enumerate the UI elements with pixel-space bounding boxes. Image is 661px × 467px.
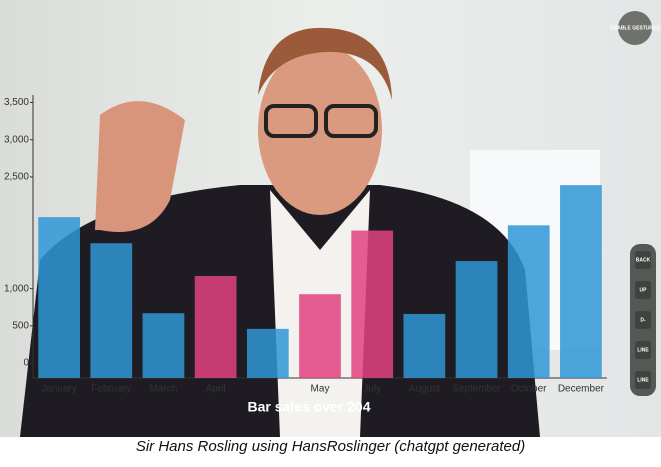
y-tick-label: 3,000 — [4, 134, 29, 145]
bar — [299, 294, 341, 378]
x-tick-label: December — [558, 384, 605, 395]
control-button-label[interactable]: LINE — [637, 347, 649, 353]
gesture-button-label[interactable]: ENABLE GESTURES — [610, 25, 660, 31]
bar — [455, 261, 498, 378]
x-tick-label: July — [363, 384, 381, 395]
y-tick-label: 3,500 — [4, 97, 29, 108]
control-button[interactable] — [635, 341, 651, 359]
bar — [38, 217, 80, 378]
y-tick-label: 0 — [23, 358, 29, 369]
x-tick-label: May — [311, 384, 330, 395]
bar — [142, 313, 185, 378]
control-button[interactable] — [635, 281, 651, 299]
hair — [258, 27, 392, 100]
y-tick-label: 500 — [12, 321, 29, 332]
gesture-button[interactable] — [618, 11, 652, 45]
y-tick-label: 1,000 — [4, 283, 29, 294]
x-tick-label: February — [91, 384, 131, 395]
bar — [560, 185, 602, 378]
bar — [403, 313, 446, 378]
x-tick-label: March — [150, 384, 178, 395]
bar — [90, 243, 133, 378]
control-button-label[interactable]: BACK — [636, 257, 651, 263]
x-tick-label: September — [452, 384, 502, 395]
control-button[interactable] — [635, 371, 651, 389]
bar — [246, 328, 289, 378]
control-button-label[interactable]: D- — [640, 317, 646, 323]
y-tick-label: 2,500 — [4, 172, 29, 183]
x-tick-label: October — [511, 384, 547, 395]
x-tick-label: August — [409, 384, 440, 395]
screen: Bar sales over 204 ENABLE GESTURES 0 500 1… — [0, 0, 661, 437]
glasses — [264, 104, 318, 138]
x-tick-label: April — [206, 384, 226, 395]
head — [258, 45, 382, 215]
control-button[interactable] — [635, 311, 651, 329]
control-button-label[interactable]: UP — [640, 287, 648, 293]
fist — [95, 101, 185, 233]
x-tick-label: January — [41, 384, 77, 395]
caption: Sir Hans Rosling using HansRoslinger (ch… — [135, 438, 526, 455]
control-button[interactable] — [635, 251, 651, 269]
bar — [507, 225, 550, 378]
bar — [351, 230, 394, 378]
glasses — [324, 104, 378, 138]
control-button-label[interactable]: LINE — [637, 377, 649, 383]
bar — [194, 275, 237, 378]
chart-title: Bar sales over 204 — [248, 399, 371, 415]
